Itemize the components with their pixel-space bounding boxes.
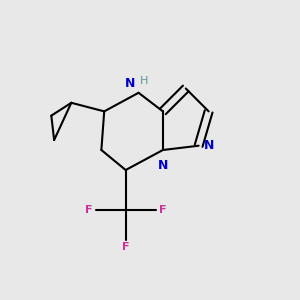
Text: F: F <box>85 205 92 215</box>
Text: N: N <box>125 77 136 90</box>
Text: N: N <box>204 139 215 152</box>
Text: N: N <box>158 159 168 172</box>
Text: F: F <box>122 242 129 252</box>
Text: H: H <box>140 76 148 85</box>
Text: F: F <box>159 205 166 215</box>
